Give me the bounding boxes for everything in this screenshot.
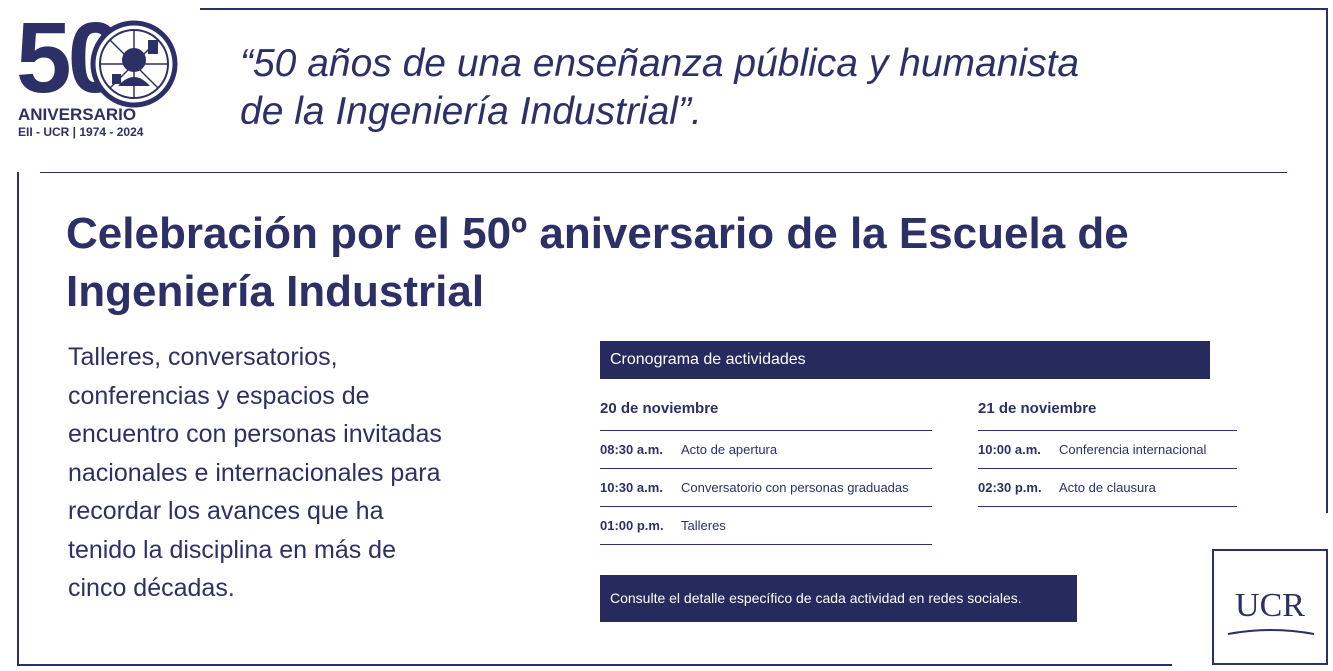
frame-top-line xyxy=(200,8,1327,10)
intro-line: recordar los avances que ha xyxy=(68,497,384,525)
row-activity: Conferencia internacional xyxy=(1059,442,1207,457)
schedule-day-1: 20 de noviembre 08:30 a.m. Acto de apert… xyxy=(600,397,932,545)
intro-line: Talleres, conversatorios, xyxy=(68,343,338,371)
anniversary-seal-icon xyxy=(90,20,178,108)
intro-line: nacionales e internacionales para xyxy=(68,458,441,487)
page-title: Celebración por el 50º aniversario de la… xyxy=(66,205,1306,321)
row-time: 08:30 a.m. xyxy=(600,442,663,457)
schedule-row: 01:00 p.m. Talleres xyxy=(600,506,932,545)
intro-line: cinco décadas. xyxy=(68,574,235,602)
day-title: 20 de noviembre xyxy=(600,400,719,417)
intro-line: encuentro con personas invitadas xyxy=(68,420,442,448)
ucr-logo-text: UCR xyxy=(1235,587,1305,624)
day-rows: 08:30 a.m. Acto de apertura 10:30 a.m. C… xyxy=(600,430,932,545)
frame-left-line xyxy=(17,172,19,666)
schedule-row: 08:30 a.m. Acto de apertura xyxy=(600,430,932,468)
day-title: 21 de noviembre xyxy=(978,400,1097,417)
quote-line: de la Ingeniería Industrial”. xyxy=(240,90,702,133)
day-rows: 10:00 a.m. Conferencia internacional 02:… xyxy=(978,430,1237,507)
row-activity: Acto de clausura xyxy=(1059,480,1156,495)
intro-line: conferencias y espacios de xyxy=(68,381,370,410)
row-time: 01:00 p.m. xyxy=(600,518,664,533)
quote-line: “50 años de una enseñanza pública y huma… xyxy=(240,42,1080,85)
ucr-swoosh-icon xyxy=(1227,629,1315,635)
row-time: 02:30 p.m. xyxy=(978,480,1042,495)
frame-right-line xyxy=(1326,8,1328,513)
schedule-header: Cronograma de actividades xyxy=(600,341,1210,379)
schedule-row: 10:30 a.m. Conversatorio con personas gr… xyxy=(600,468,932,506)
frame-bottom-line xyxy=(17,664,1172,666)
intro-paragraph: Talleres, conversatorios, conferencias y… xyxy=(68,338,538,608)
schedule-day-2: 21 de noviembre 10:00 a.m. Conferencia i… xyxy=(978,397,1237,507)
row-activity: Talleres xyxy=(681,518,726,533)
schedule-row: 10:00 a.m. Conferencia internacional xyxy=(978,430,1237,468)
title-line: Ingeniería Industrial xyxy=(66,267,485,316)
row-activity: Conversatorio con personas graduadas xyxy=(681,480,909,495)
logo-years-text: EII - UCR | 1974 - 2024 xyxy=(18,125,144,139)
social-media-note: Consulte el detalle específico de cada a… xyxy=(600,575,1077,622)
row-time: 10:00 a.m. xyxy=(978,442,1041,457)
ucr-logo: UCR xyxy=(1212,549,1328,665)
schedule-row: 02:30 p.m. Acto de clausura xyxy=(978,468,1237,507)
row-activity: Acto de apertura xyxy=(681,442,778,457)
anniversary-logo: 50 ANIVERSARIO EII - UCR | 1974 - 2024 xyxy=(16,8,178,143)
logo-anniversary-text: ANIVERSARIO xyxy=(18,105,137,124)
header-divider xyxy=(40,172,1287,173)
row-time: 10:30 a.m. xyxy=(600,480,663,495)
title-line: Celebración por el 50º aniversario de la… xyxy=(66,209,1129,258)
intro-line: tenido la disciplina en más de xyxy=(68,535,396,564)
quote: “50 años de una enseñanza pública y huma… xyxy=(240,40,1300,136)
